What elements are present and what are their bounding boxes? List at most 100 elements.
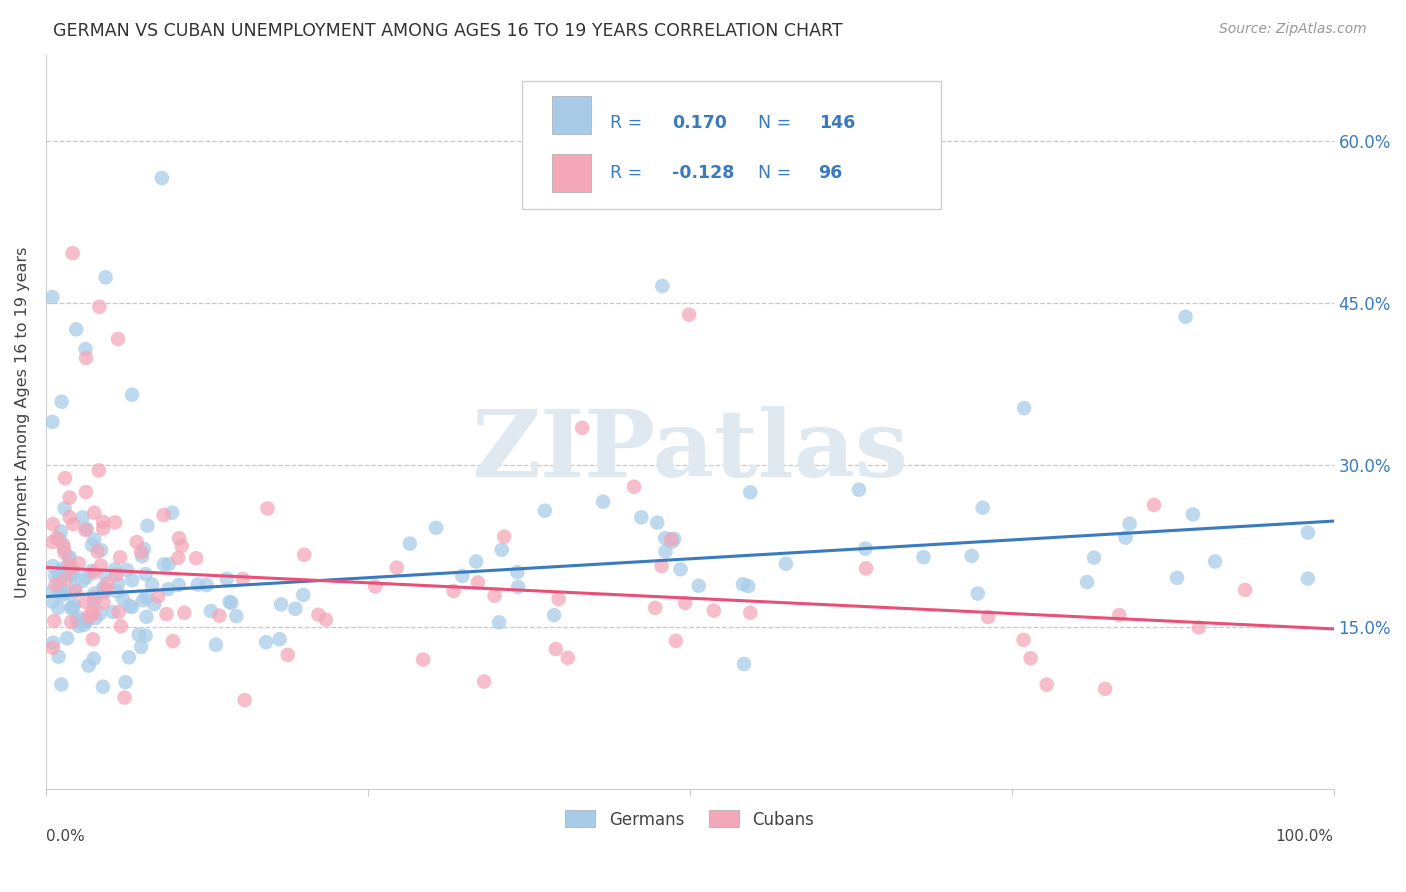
- Text: Source: ZipAtlas.com: Source: ZipAtlas.com: [1219, 22, 1367, 37]
- Point: [1143, 498, 1166, 512]
- Text: 146: 146: [818, 113, 855, 132]
- Point: [855, 541, 877, 556]
- Point: [87, 463, 110, 477]
- Point: [731, 577, 754, 591]
- Point: [42, 636, 65, 650]
- Point: [90, 558, 112, 573]
- Point: [651, 279, 673, 293]
- Point: [44, 569, 66, 583]
- Point: [83, 591, 105, 605]
- Point: [484, 589, 506, 603]
- Point: [91, 680, 114, 694]
- Point: [75, 485, 97, 500]
- Point: [83, 533, 105, 547]
- Point: [157, 558, 180, 572]
- Text: R =: R =: [610, 164, 643, 182]
- Point: [977, 610, 1000, 624]
- Point: [443, 584, 465, 599]
- Point: [86, 544, 108, 558]
- Text: 0.170: 0.170: [672, 113, 727, 132]
- Point: [72, 574, 94, 588]
- Point: [75, 570, 97, 584]
- Point: [44, 578, 66, 592]
- Point: [167, 531, 190, 545]
- Point: [75, 342, 97, 356]
- Point: [53, 567, 76, 582]
- Point: [76, 614, 98, 628]
- Text: R =: R =: [610, 113, 643, 132]
- Point: [645, 516, 668, 530]
- Point: [53, 545, 76, 559]
- Point: [65, 322, 87, 336]
- Point: [547, 592, 569, 607]
- Point: [48, 649, 70, 664]
- Point: [200, 604, 222, 618]
- Point: [67, 619, 90, 633]
- Point: [167, 551, 190, 566]
- Point: [972, 500, 994, 515]
- Point: [848, 483, 870, 497]
- Point: [101, 605, 124, 619]
- Point: [465, 554, 488, 568]
- Point: [60, 601, 83, 615]
- Point: [534, 503, 557, 517]
- Point: [1188, 620, 1211, 634]
- Point: [107, 605, 129, 619]
- Point: [49, 579, 72, 593]
- Bar: [553, 154, 591, 193]
- Point: [83, 651, 105, 665]
- Point: [150, 171, 173, 186]
- Point: [80, 538, 103, 552]
- Point: [364, 579, 387, 593]
- Point: [76, 613, 98, 627]
- Point: [225, 609, 247, 624]
- Point: [41, 290, 63, 304]
- Point: [292, 588, 315, 602]
- Point: [1115, 531, 1137, 545]
- Point: [49, 524, 72, 539]
- Point: [51, 677, 73, 691]
- Point: [89, 300, 111, 314]
- Point: [1234, 582, 1257, 597]
- Point: [52, 566, 75, 581]
- Point: [1296, 572, 1319, 586]
- Point: [160, 506, 183, 520]
- Point: [221, 596, 243, 610]
- Point: [740, 485, 762, 500]
- Point: [157, 582, 180, 596]
- Point: [121, 574, 143, 588]
- Point: [90, 543, 112, 558]
- Point: [77, 658, 100, 673]
- Point: [91, 515, 114, 529]
- Point: [170, 539, 193, 553]
- Point: [59, 491, 82, 505]
- Point: [49, 533, 72, 547]
- Point: [733, 657, 755, 671]
- Point: [630, 510, 652, 524]
- Point: [1181, 508, 1204, 522]
- Point: [51, 588, 73, 602]
- Point: [1019, 651, 1042, 665]
- Point: [665, 633, 688, 648]
- Point: [84, 611, 107, 625]
- Point: [284, 601, 307, 615]
- Text: 96: 96: [818, 164, 842, 182]
- Point: [187, 577, 209, 591]
- Point: [557, 650, 579, 665]
- Point: [385, 560, 408, 574]
- Point: [208, 608, 231, 623]
- Point: [49, 583, 72, 598]
- Point: [488, 615, 510, 630]
- Point: [41, 535, 63, 549]
- Point: [1076, 574, 1098, 589]
- Point: [162, 634, 184, 648]
- Point: [108, 550, 131, 565]
- Point: [63, 581, 86, 595]
- Point: [315, 613, 337, 627]
- Point: [491, 542, 513, 557]
- FancyBboxPatch shape: [523, 81, 941, 209]
- Point: [45, 531, 67, 545]
- Point: [543, 608, 565, 623]
- Point: [412, 652, 434, 666]
- Legend: Germans, Cubans: Germans, Cubans: [558, 804, 821, 835]
